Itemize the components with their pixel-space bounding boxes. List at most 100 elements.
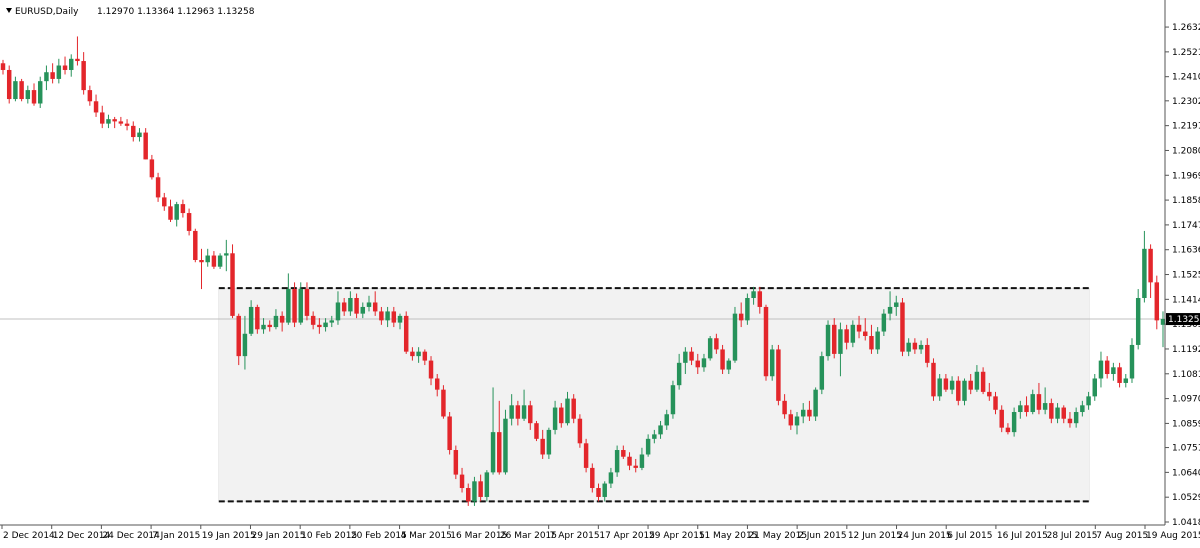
candle <box>782 394 787 419</box>
chart-header[interactable]: EURUSD,Daily 1.12970 1.13364 1.12963 1.1… <box>6 7 255 17</box>
x-tick-label: 20 Feb 2015 <box>351 531 407 541</box>
candle-body <box>676 362 682 386</box>
y-tick-label: 1.14140 <box>1172 295 1200 305</box>
candle <box>608 467 614 489</box>
candle-body <box>100 112 105 124</box>
candle-body <box>590 467 595 489</box>
candle <box>788 409 794 430</box>
candle-body <box>106 119 111 124</box>
symbol-label[interactable]: EURUSD,Daily <box>15 7 79 17</box>
candle-body <box>602 483 607 497</box>
candle-body <box>472 481 477 502</box>
candle <box>273 309 279 330</box>
range-box-fill <box>218 287 1090 502</box>
candle <box>968 374 973 395</box>
candle-body <box>943 378 949 390</box>
candle-body <box>912 342 918 350</box>
candle <box>298 282 303 325</box>
candle <box>1024 396 1029 417</box>
candle <box>497 400 502 475</box>
candle <box>875 327 880 354</box>
candle <box>1061 405 1066 424</box>
candle-body <box>1011 412 1017 433</box>
candle <box>900 298 905 357</box>
x-tick-label: 16 Jul 2015 <box>997 531 1048 541</box>
x-tick-label: 10 Feb 2015 <box>301 531 357 541</box>
candle <box>1123 374 1129 388</box>
candle <box>776 344 781 406</box>
candle <box>999 405 1004 433</box>
candle <box>124 119 130 131</box>
candle-body <box>236 315 241 357</box>
candle <box>199 248 204 290</box>
x-tick-label: 24 Dec 2014 <box>102 531 160 541</box>
candle <box>397 313 403 330</box>
candle-body <box>1086 396 1091 406</box>
candle-body <box>44 72 49 82</box>
candle <box>31 83 37 106</box>
candle <box>577 414 583 448</box>
candle <box>1111 362 1116 381</box>
candle-body <box>819 356 825 390</box>
candle-body <box>732 313 738 361</box>
candle-body <box>745 298 750 321</box>
candle <box>962 378 967 406</box>
candle <box>317 318 322 334</box>
candle-body <box>186 213 192 231</box>
x-tick-label: 17 Apr 2015 <box>599 531 655 541</box>
candle-body <box>261 324 266 330</box>
candle-body <box>242 333 248 357</box>
x-tick-label: 4 Mar 2015 <box>401 531 452 541</box>
candle <box>881 309 887 337</box>
candle-body <box>162 197 167 207</box>
candle <box>354 293 359 319</box>
candle-body <box>81 61 86 91</box>
candle <box>590 463 595 493</box>
candle-body <box>366 302 372 307</box>
x-tick-label: 11 May 2015 <box>699 531 758 541</box>
candle-body <box>937 378 942 397</box>
candle-body <box>453 450 459 475</box>
candle-body <box>838 329 843 354</box>
candle <box>565 391 570 426</box>
y-tick-label: 1.26320 <box>1172 23 1200 33</box>
candle <box>1098 351 1104 388</box>
candle <box>596 483 601 502</box>
candle-body <box>124 123 130 126</box>
y-tick-label: 1.17470 <box>1172 221 1200 231</box>
candle <box>242 315 248 370</box>
candle <box>217 253 223 269</box>
candle-body <box>993 396 998 410</box>
candle-body <box>621 450 626 457</box>
candle-body <box>633 465 638 468</box>
candle-body <box>534 423 539 439</box>
candle <box>348 291 353 316</box>
x-tick-label: 2 Jun 2015 <box>798 531 846 541</box>
candle <box>466 483 471 506</box>
y-tick-label: 1.08590 <box>1172 419 1200 429</box>
candle-body <box>559 407 564 424</box>
candle <box>614 445 620 477</box>
ohlc-readout: 1.12970 1.13364 1.12963 1.13258 <box>97 7 255 17</box>
x-tick-label: 2 Dec 2014 <box>3 531 55 541</box>
candle <box>180 199 186 218</box>
candle <box>540 429 545 459</box>
candle-body <box>906 342 911 352</box>
candle-body <box>25 90 31 100</box>
x-tick-label: 12 Jun 2015 <box>848 531 902 541</box>
candle <box>1154 275 1160 330</box>
x-tick-label: 7 Aug 2015 <box>1096 531 1148 541</box>
symbol-dropdown-icon[interactable] <box>6 8 12 13</box>
candle <box>131 121 136 142</box>
y-tick-label: 1.19690 <box>1172 171 1200 181</box>
candle-body <box>466 488 471 502</box>
candle <box>428 356 434 386</box>
candle-body <box>726 360 732 370</box>
candle-body <box>968 380 973 390</box>
candle-body <box>149 159 155 178</box>
candle-body <box>428 360 434 379</box>
candle <box>6 65 12 104</box>
x-tick-label: 29 Jan 2015 <box>251 531 305 541</box>
